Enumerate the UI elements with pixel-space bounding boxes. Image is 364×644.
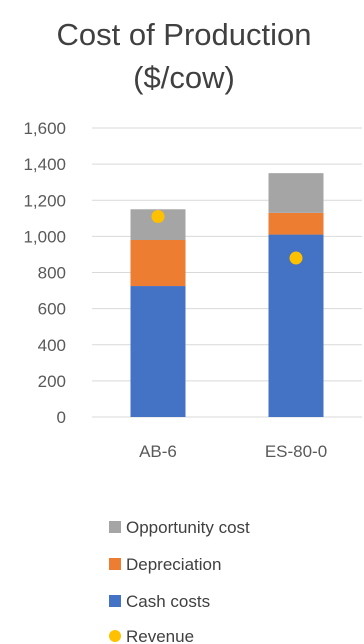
legend-label: Depreciation: [126, 555, 221, 574]
legend-marker-revenue: [109, 630, 121, 642]
revenue-point: [289, 251, 303, 265]
legend-label: Opportunity cost: [126, 518, 250, 537]
legend-swatch-opportunity-cost: [109, 521, 121, 533]
legend-swatch-depreciation: [109, 558, 121, 570]
revenue-points: [151, 210, 303, 265]
bar-cash-costs: [130, 286, 186, 417]
bar-depreciation: [268, 212, 324, 235]
legend-label: Cash costs: [126, 592, 210, 611]
y-tick-label: 1,200: [23, 191, 66, 210]
revenue-point: [151, 210, 165, 224]
bar-depreciation: [130, 239, 186, 287]
y-tick-label: 0: [57, 408, 66, 427]
y-tick-label: 200: [38, 372, 66, 391]
chart-title-line-1: Cost of Production: [56, 17, 311, 52]
legend-swatch-cash-costs: [109, 595, 121, 607]
y-tick-label: 1,000: [23, 227, 66, 246]
y-tick-label: 600: [38, 300, 66, 319]
chart-title-line-2: ($/cow): [133, 60, 235, 95]
x-tick-label: AB-6: [139, 442, 177, 461]
legend: Opportunity cost Depreciation Cash costs Re…: [109, 518, 250, 644]
bars: [130, 173, 324, 417]
y-tick-label: 800: [38, 264, 66, 283]
bar-cash-costs: [268, 234, 324, 417]
y-tick-label: 1,400: [23, 155, 66, 174]
y-tick-label: 1,600: [23, 119, 66, 138]
legend-label: Revenue: [126, 627, 194, 644]
y-axis-tick-labels: 0 200 400 600 800 1,000 1,200 1,400 1,600: [23, 119, 66, 427]
y-tick-label: 400: [38, 336, 66, 355]
x-tick-label: ES-80-0: [265, 442, 327, 461]
bar-opportunity-cost: [268, 173, 324, 213]
x-axis-tick-labels: AB-6 ES-80-0: [139, 442, 327, 461]
